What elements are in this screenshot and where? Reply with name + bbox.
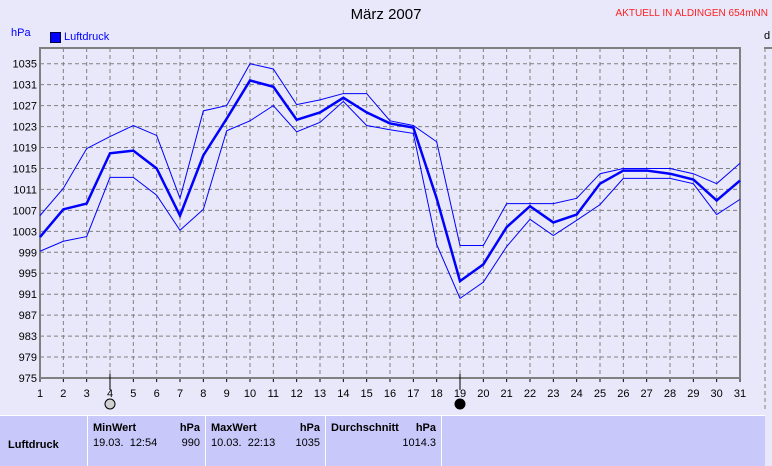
x-tick-label: 23	[547, 388, 559, 400]
y-tick-label: 987	[19, 310, 37, 322]
x-tick-label: 12	[291, 388, 303, 400]
x-tick-label: 1	[37, 388, 43, 400]
y-tick-label: 975	[19, 373, 37, 385]
series-line-min	[39, 100, 741, 300]
y-tick-label: 979	[19, 352, 37, 364]
second-chart-axis-label: d	[764, 30, 771, 42]
x-tick-label: 8	[200, 388, 206, 400]
empty-col	[442, 416, 765, 466]
max-col: MaxWert hPa 10.03. 22:13 1035	[206, 416, 326, 466]
y-tick-label: 1003	[13, 226, 37, 238]
x-tick-label: 7	[177, 388, 183, 400]
x-tick-label: 22	[524, 388, 536, 400]
y-tick-label: 1031	[13, 80, 37, 92]
y-tick-label: 995	[19, 268, 37, 280]
plot-frame	[39, 47, 741, 379]
y-axis-unit: hPa	[11, 27, 31, 39]
x-tick-label: 13	[314, 388, 326, 400]
pressure-chart: 1 2 3 4 5 6 7 8 9 10 11 12 13 14 15 16 17 18 19 20 21 22 23 24 2…	[13, 47, 772, 412]
row-label: Luftdruck	[8, 439, 59, 451]
x-tick-label: 29	[687, 388, 699, 400]
x-tick-label: 21	[501, 388, 513, 400]
legend-label: Luftdruck	[64, 31, 110, 43]
x-tick-label: 2	[60, 388, 66, 400]
y-tick-label: 983	[19, 331, 37, 343]
min-unit: hPa	[179, 422, 200, 434]
full-moon-icon	[104, 398, 116, 410]
series-line-max	[39, 63, 741, 246]
series-line-mean	[39, 79, 741, 284]
x-tick-label: 17	[407, 388, 419, 400]
max-header: MaxWert	[211, 422, 257, 434]
avg-value: 1014.3	[402, 437, 436, 449]
x-tick-label: 28	[664, 388, 676, 400]
legend-swatch	[50, 31, 61, 43]
min-col: MinWert hPa 19.03. 12:54 990	[88, 416, 206, 466]
max-value: 1035	[295, 437, 320, 449]
y-tick-label: 1011	[13, 184, 37, 196]
x-tick-label: 11	[268, 388, 279, 400]
x-tick-label: 10	[244, 388, 256, 400]
x-tick-label: 31	[734, 388, 746, 400]
x-tick-label: 26	[617, 388, 629, 400]
station-label: AKTUELL IN ALDINGEN 654mNN	[615, 8, 768, 19]
y-tick-label: 1015	[13, 163, 37, 175]
x-tick-label: 9	[224, 388, 230, 400]
avg-unit: hPa	[415, 422, 436, 434]
y-tick-label: 1007	[13, 205, 37, 217]
x-tick-label: 18	[431, 388, 443, 400]
x-tick-label: 15	[361, 388, 373, 400]
min-date: 19.03. 12:54	[93, 437, 158, 449]
y-tick-label: 1027	[13, 101, 37, 113]
x-tick-label: 25	[594, 388, 606, 400]
x-tick-label: 14	[337, 388, 349, 400]
x-tick-label: 16	[384, 388, 396, 400]
legend: Luftdruck	[50, 31, 109, 43]
max-unit: hPa	[299, 422, 320, 434]
x-tick-label: 27	[641, 388, 653, 400]
min-value: 990	[181, 437, 200, 449]
x-tick-label: 30	[711, 388, 723, 400]
x-tick-label: 4	[107, 388, 113, 400]
x-tick-label: 3	[84, 388, 90, 400]
x-tick-label: 20	[477, 388, 489, 400]
x-tick-label: 19	[454, 388, 466, 400]
y-tick-label: 1035	[13, 59, 37, 71]
avg-col: Durchschnitt hPa 1014.3	[326, 416, 442, 466]
x-tick-label: 5	[130, 388, 136, 400]
x-tick-label: 6	[154, 388, 160, 400]
new-moon-icon	[454, 398, 466, 410]
chart-title: März 2007	[350, 6, 422, 23]
y-tick-label: 991	[19, 289, 37, 301]
max-date: 10.03. 22:13	[211, 437, 276, 449]
y-tick-label: 1019	[13, 143, 37, 155]
x-tick-label: 24	[571, 388, 583, 400]
avg-header: Durchschnitt	[331, 422, 399, 434]
y-tick-label: 1023	[13, 122, 37, 134]
stats-table: Luftdruck MinWert hPa 19.03. 12:54 990 Max…	[0, 415, 765, 466]
stats-row-label-col: Luftdruck	[0, 416, 88, 466]
min-header: MinWert	[93, 422, 137, 434]
y-tick-label: 999	[19, 247, 37, 259]
